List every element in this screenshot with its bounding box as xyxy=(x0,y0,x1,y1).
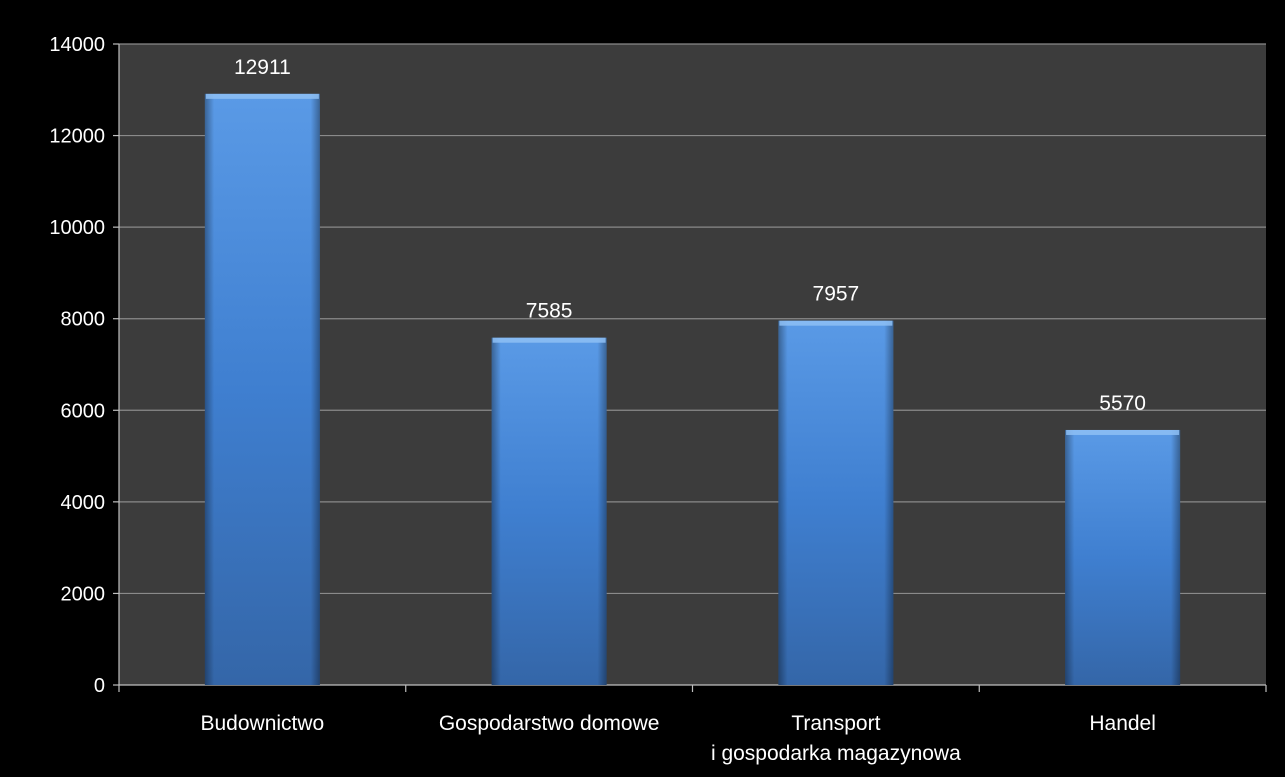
y-tick-label: 0 xyxy=(94,675,105,697)
data-label: 7957 xyxy=(813,283,860,306)
bar-top-highlight xyxy=(205,93,319,99)
x-category-label: Handel xyxy=(1089,712,1156,735)
data-label: 7585 xyxy=(526,300,573,323)
x-category-label: Transport xyxy=(791,712,880,735)
data-label: 5570 xyxy=(1099,392,1146,415)
bar-shading xyxy=(204,93,320,685)
y-tick-label: 6000 xyxy=(61,400,106,422)
y-tick-label: 8000 xyxy=(61,309,106,331)
y-tick-label: 4000 xyxy=(61,492,106,514)
bar-shading xyxy=(778,320,894,685)
y-tick-label: 12000 xyxy=(49,126,105,148)
bar-shading xyxy=(491,337,607,685)
y-tick-label: 10000 xyxy=(49,217,105,239)
y-tick-label: 2000 xyxy=(61,583,106,605)
bar-top-highlight xyxy=(779,320,893,326)
bar-top-highlight xyxy=(492,337,606,343)
labels: 0 2000 4000 6000 8000 10000 12000 14000 12911 Bud… xyxy=(49,34,1156,765)
bar-shading xyxy=(1065,429,1181,685)
x-category-label: Budownictwo xyxy=(201,712,325,735)
data-label: 12911 xyxy=(234,56,291,79)
bars xyxy=(204,93,1181,685)
bar-top-highlight xyxy=(1066,429,1180,435)
y-tick-label: 14000 xyxy=(49,34,105,56)
x-category-label: Gospodarstwo domowe xyxy=(439,712,660,735)
x-category-label: i gospodarka magazynowa xyxy=(711,742,961,765)
